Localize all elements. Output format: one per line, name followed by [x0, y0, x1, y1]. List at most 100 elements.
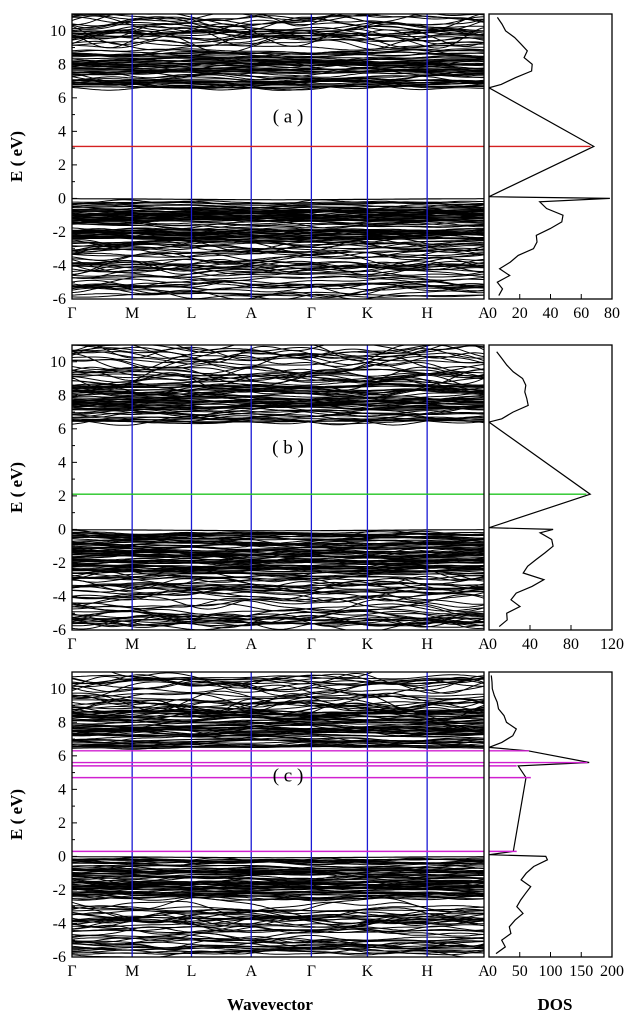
band-line — [72, 73, 484, 85]
band-line — [72, 14, 484, 33]
band-line — [72, 284, 484, 299]
band-line — [72, 677, 484, 699]
band-line — [72, 14, 484, 26]
panel-tag: ( a ) — [273, 107, 304, 128]
dos-tick-label: 0 — [489, 305, 497, 322]
y-tick-label: -6 — [53, 949, 66, 966]
band-line — [72, 586, 484, 597]
band-line — [72, 222, 484, 229]
kpoint-label: L — [187, 636, 197, 653]
band-line — [72, 537, 484, 547]
band-line — [72, 31, 484, 39]
band-line — [72, 70, 484, 79]
band-line — [72, 698, 484, 714]
band-line — [72, 366, 484, 391]
band-line — [72, 388, 484, 398]
band-line — [72, 403, 484, 412]
band-line — [72, 858, 484, 864]
band-line — [72, 926, 484, 940]
band-line — [72, 14, 484, 22]
dos-frame — [488, 671, 613, 958]
kpoint-label: A — [478, 305, 490, 322]
band-line — [73, 345, 484, 364]
y-tick-label: 8 — [58, 714, 66, 731]
y-tick-label: 8 — [58, 56, 66, 73]
y-tick-label: -6 — [53, 622, 66, 639]
band-line — [72, 215, 484, 220]
band-line — [72, 415, 484, 422]
band-line — [72, 905, 484, 912]
band-line — [72, 25, 484, 50]
bands — [72, 345, 484, 630]
band-line — [72, 30, 484, 54]
y-tick-label: 10 — [50, 23, 66, 40]
band-line — [72, 16, 484, 27]
dos-tick-label: 200 — [600, 963, 624, 980]
y-tick-label: 0 — [58, 521, 66, 538]
band-line — [72, 383, 484, 390]
band-line — [72, 877, 484, 888]
valence-edge — [72, 529, 484, 532]
band-line — [72, 374, 484, 395]
band-line — [72, 857, 484, 862]
dos-tick-label: 80 — [604, 305, 620, 322]
band-line — [72, 567, 484, 573]
band-line — [72, 62, 484, 67]
band-line — [72, 610, 484, 623]
band-line — [72, 368, 484, 377]
y-tick-label: -2 — [53, 224, 66, 241]
band-line — [72, 929, 484, 933]
band-line — [72, 704, 484, 715]
kpoint-label: A — [245, 636, 257, 653]
band-line — [72, 286, 484, 299]
valence-edge — [72, 198, 484, 201]
band-line — [72, 67, 484, 73]
band-line — [72, 572, 484, 579]
band-line — [72, 283, 484, 291]
band-line — [72, 581, 484, 590]
band-line — [72, 358, 484, 366]
y-tick-label: 2 — [58, 815, 66, 832]
dos-curve — [489, 351, 592, 628]
band-line — [72, 373, 484, 386]
band-line — [72, 356, 484, 374]
y-tick-label: 0 — [58, 848, 66, 865]
dos-frame — [488, 344, 613, 631]
y-tick-label: 0 — [58, 190, 66, 207]
band-line — [72, 230, 484, 237]
kpoint-label: Γ — [307, 636, 316, 653]
band-line — [72, 403, 484, 412]
band-line — [72, 220, 484, 230]
band-line — [72, 543, 484, 550]
y-axis-label: E ( eV) — [7, 462, 26, 513]
band-line — [72, 870, 484, 874]
band-line — [72, 559, 484, 563]
band-line — [72, 550, 484, 557]
band-line — [72, 68, 484, 74]
band-line — [72, 235, 484, 243]
band-line — [72, 614, 484, 627]
y-tick-label: 6 — [58, 748, 66, 765]
y-tick-label: 2 — [58, 488, 66, 505]
band-line — [72, 716, 484, 724]
band-line — [72, 72, 484, 81]
band-line — [72, 944, 484, 951]
band-line — [72, 728, 484, 737]
band-line — [72, 576, 484, 585]
kpoint-label: A — [478, 963, 490, 980]
band-line — [72, 698, 484, 707]
band-line — [72, 676, 484, 697]
dos-tick-label: 60 — [573, 305, 589, 322]
band-line — [72, 948, 484, 957]
band-line — [72, 694, 484, 702]
band-line — [72, 534, 484, 544]
bands — [72, 672, 484, 957]
dos-frame — [488, 13, 613, 300]
kpoint-label: Γ — [67, 305, 76, 322]
kpoint-label: M — [125, 636, 139, 653]
band-line — [72, 412, 484, 421]
band-line — [72, 691, 484, 698]
band-line — [72, 260, 484, 269]
band-line — [72, 260, 484, 274]
